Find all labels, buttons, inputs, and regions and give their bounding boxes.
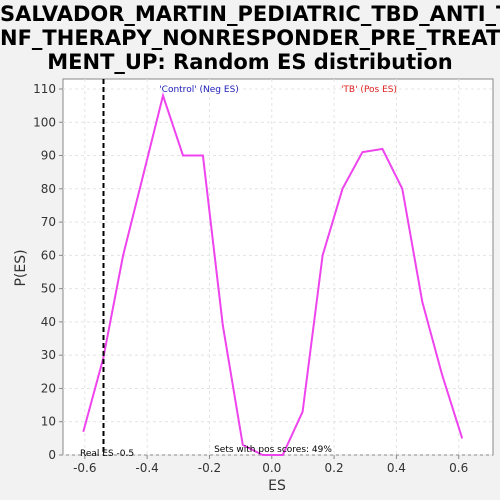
y-tick-label: 50 (41, 282, 56, 296)
y-tick-label: 60 (41, 248, 56, 262)
y-tick-label: 10 (41, 415, 56, 429)
x-axis-ticks: -0.6 -0.4 -0.2 0.0 0.2 0.4 0.6 (73, 455, 468, 475)
x-tick-label: -0.6 (73, 461, 96, 475)
x-tick-label: 0.4 (387, 461, 406, 475)
pos-es-label: 'TB' (Pos ES) (341, 85, 397, 95)
y-tick-label: 110 (33, 82, 56, 96)
series-line (82, 92, 464, 456)
chart-title-line-3: MENT_UP: Random ES distribution (47, 50, 453, 74)
y-tick-label: 70 (41, 215, 56, 229)
y-axis-label: P(ES) (13, 249, 29, 286)
x-tick-label: -0.4 (135, 461, 158, 475)
y-tick-label: 100 (33, 115, 56, 129)
y-axis-ticks: 0 10 20 30 40 50 60 70 80 90 100 110 (33, 82, 63, 462)
real-es-label: Real ES -0.5 (80, 449, 134, 459)
x-tick-label: -0.2 (198, 461, 221, 475)
chart-title-line-1: SALVADOR_MARTIN_PEDIATRIC_TBD_ANTI_T (0, 2, 500, 26)
y-tick-label: 0 (48, 448, 56, 462)
y-tick-label: 80 (41, 182, 56, 196)
sets-pos-label: Sets with pos scores: 49% (214, 445, 332, 455)
y-tick-label: 90 (41, 149, 56, 163)
y-tick-label: 20 (41, 381, 56, 395)
x-tick-label: 0.0 (262, 461, 281, 475)
y-tick-label: 30 (41, 348, 56, 362)
x-axis-label: ES (268, 478, 286, 494)
plot-area (62, 78, 494, 456)
x-tick-label: 0.2 (325, 461, 344, 475)
chart-title-line-2: NF_THERAPY_NONRESPONDER_PRE_TREAT (0, 26, 500, 50)
grid (63, 79, 493, 456)
neg-es-label: 'Control' (Neg ES) (159, 85, 239, 95)
x-tick-label: 0.6 (449, 461, 468, 475)
y-tick-label: 40 (41, 315, 56, 329)
